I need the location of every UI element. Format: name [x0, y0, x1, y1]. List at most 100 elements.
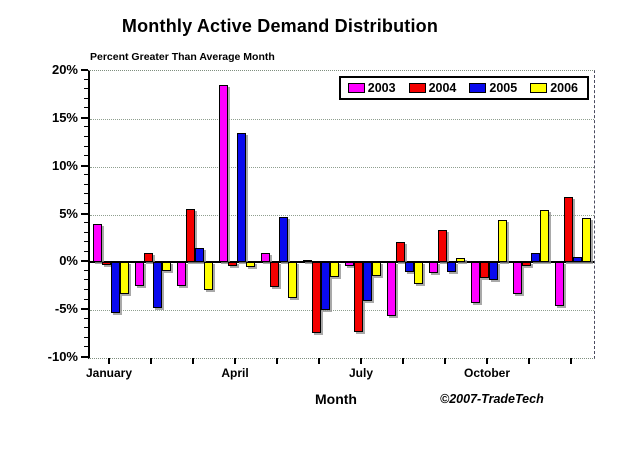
bar-2006-december: [582, 218, 591, 263]
gridline-15: [90, 118, 594, 120]
bar-2005-september: [447, 262, 456, 272]
copyright-text: ©2007-TradeTech: [440, 392, 544, 406]
y-tick-label-5: 5%: [59, 205, 78, 221]
bar-2005-august: [405, 262, 414, 272]
bar-2005-march: [195, 247, 204, 263]
y-minor-tick-4: [84, 222, 88, 224]
y-minor-tick-19: [84, 78, 88, 80]
bar-2003-july: [345, 262, 354, 267]
legend-swatch-2005: [469, 83, 487, 93]
x-tick-december: [570, 358, 572, 364]
bar-2006-october: [498, 220, 507, 263]
bar-2003-october: [471, 262, 480, 303]
bar-2003-march: [177, 262, 186, 287]
gridline-5: [90, 214, 594, 216]
y-tick-label-20: 20%: [51, 62, 78, 77]
legend: 2003 2004 2005 2006: [338, 76, 589, 100]
y-minor-tick-12: [84, 145, 88, 147]
y-minor-tick--9: [84, 346, 88, 348]
bar-2003-april: [219, 85, 228, 263]
bar-2005-april: [237, 133, 246, 263]
bar-2005-november: [531, 252, 540, 263]
y-minor-tick-11: [84, 155, 88, 157]
y-tick-label--5: -5%: [54, 301, 78, 317]
chart-title: Monthly Active Demand Distribution: [121, 16, 439, 36]
y-minor-tick--6: [84, 317, 88, 319]
legend-item-2003: 2003: [347, 81, 396, 95]
bar-2005-december: [573, 256, 582, 263]
y-minor-tick--1: [84, 269, 88, 271]
y-minor-tick-14: [84, 126, 88, 128]
bar-2004-january: [102, 262, 111, 266]
y-minor-tick--7: [84, 327, 88, 329]
y-minor-tick-7: [84, 193, 88, 195]
bar-2003-january: [93, 224, 102, 263]
chart-subtitle: Percent Greater Than Average Month: [90, 51, 275, 63]
x-tick-august: [402, 358, 404, 364]
bar-2004-may: [270, 262, 279, 288]
bar-2003-december: [555, 262, 564, 307]
y-major-tick-0: [81, 260, 88, 263]
x-tick-june: [318, 358, 320, 364]
bar-2004-november: [522, 262, 531, 267]
bar-2005-june: [321, 262, 330, 311]
bar-2004-february: [144, 252, 153, 263]
bar-2004-june: [312, 262, 321, 334]
legend-swatch-2006: [530, 83, 548, 93]
legend-item-2005: 2005: [469, 81, 517, 95]
y-minor-tick--2: [84, 279, 88, 281]
y-tick-label--10: -10%: [47, 349, 78, 364]
x-tick-label-april: April: [221, 366, 249, 380]
y-tick-label-15: 15%: [51, 109, 78, 125]
bar-2003-august: [387, 262, 396, 316]
plot-area: 2003 2004 2005 2006: [88, 70, 595, 359]
bar-2006-august: [414, 262, 423, 285]
bar-2003-may: [261, 252, 270, 263]
bar-2005-may: [279, 217, 288, 263]
legend-label: 2003: [367, 81, 396, 95]
y-major-tick-15: [81, 116, 88, 119]
y-minor-tick-8: [84, 183, 88, 185]
x-tick-april: [234, 358, 236, 364]
y-major-tick--5: [81, 308, 88, 311]
gridline-10: [90, 166, 594, 168]
x-tick-july: [360, 358, 362, 364]
bar-2006-january: [120, 262, 129, 294]
legend-item-2006: 2006: [530, 81, 578, 95]
bar-2005-february: [153, 262, 162, 309]
x-tick-march: [192, 358, 194, 364]
zero-baseline: [90, 261, 594, 264]
y-minor-tick--3: [84, 289, 88, 291]
bar-2004-july: [354, 262, 363, 333]
bar-2004-august: [396, 242, 405, 263]
bar-2006-february: [162, 262, 171, 271]
legend-item-2004: 2004: [408, 81, 456, 95]
y-minor-tick-13: [84, 135, 88, 137]
y-minor-tick-9: [84, 174, 88, 176]
y-major-tick-5: [81, 212, 88, 215]
bar-2006-november: [540, 209, 549, 263]
bar-2004-october: [480, 262, 489, 278]
y-minor-tick-2: [84, 241, 88, 243]
bar-2003-june: [303, 260, 312, 263]
bar-2004-april: [228, 262, 237, 267]
bar-2004-december: [564, 197, 573, 263]
x-tick-may: [276, 358, 278, 364]
y-tick-label-0: 0%: [59, 253, 78, 269]
bar-2003-november: [513, 262, 522, 294]
x-tick-label-january: January: [85, 366, 133, 380]
y-minor-tick-6: [84, 202, 88, 204]
x-tick-november: [528, 358, 530, 364]
y-major-tick--10: [81, 356, 88, 358]
y-minor-tick-18: [84, 88, 88, 90]
bar-2006-march: [204, 262, 213, 291]
x-tick-february: [150, 358, 152, 364]
x-tick-label-july: July: [348, 366, 373, 380]
bar-2005-january: [111, 262, 120, 314]
x-tick-september: [444, 358, 446, 364]
x-tick-october: [486, 358, 488, 364]
bar-2005-july: [363, 262, 372, 301]
gridline--5: [90, 310, 594, 312]
bar-2006-april: [246, 262, 255, 268]
